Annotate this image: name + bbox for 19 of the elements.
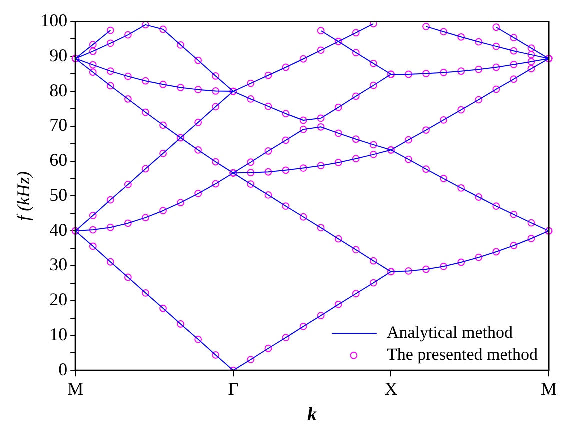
y-tick-label: 30: [50, 254, 68, 275]
y-tick-label: 10: [50, 324, 68, 344]
y-tick-label: 90: [50, 45, 68, 66]
y-tick-label: 100: [40, 10, 68, 31]
y-tick-label: 50: [50, 184, 68, 205]
y-tick-label: 20: [50, 290, 68, 310]
legend-label: The presented method: [386, 345, 538, 364]
x-tick-label: M: [68, 379, 84, 400]
x-tick-label: Γ: [228, 379, 239, 400]
y-tick-label: 40: [50, 220, 68, 240]
y-tick-label: 0: [58, 359, 68, 380]
y-axis-title: f (kHz): [14, 171, 34, 221]
y-tick-label: 60: [50, 150, 68, 170]
x-tick-label: X: [384, 379, 398, 400]
y-tick-label: 70: [50, 115, 68, 136]
y-tick-label: 80: [50, 80, 68, 100]
x-axis-title: k: [308, 404, 318, 426]
x-tick-label: M: [540, 379, 558, 400]
legend-label: Analytical method: [386, 323, 514, 342]
